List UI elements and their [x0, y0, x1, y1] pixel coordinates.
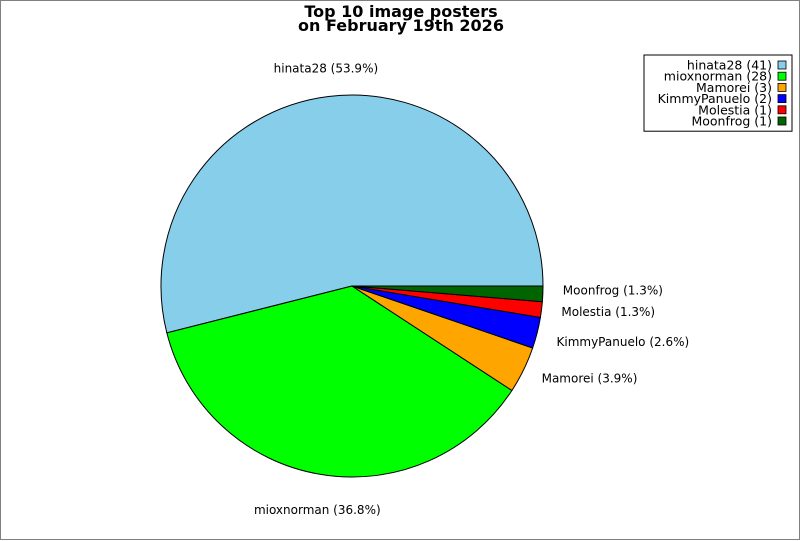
legend-swatch-mioxnorman	[777, 71, 787, 81]
pie-slice-moonfrog	[351, 285, 544, 303]
legend-entry-hinata28: hinata28 (41)	[687, 58, 772, 73]
slice-label-mioxnorman: mioxnorman (36.8%)	[254, 503, 381, 517]
chart-title-line-1: Top 10 image posters	[304, 2, 497, 21]
slice-label-mamorei: Mamorei (3.9%)	[542, 372, 638, 386]
legend-swatch-molestia	[777, 105, 787, 115]
legend-swatch-hinata28	[777, 60, 787, 70]
legend-swatch-mamorei	[777, 83, 787, 92]
legend-entry-kimmypanuelo: KimmyPanuelo (2)	[658, 91, 772, 106]
legend-entry-molestia: Molestia (1)	[698, 102, 772, 117]
slice-label-molestia: Molestia (1.3%)	[561, 305, 655, 319]
slice-label-kimmypanuelo: KimmyPanuelo (2.6%)	[557, 335, 690, 349]
legend-box	[643, 54, 793, 132]
pie-slice-labels: hinata28 (53.9%) mioxnorman (36.8%) Mamore…	[254, 62, 689, 517]
pie-slice-hinata28	[160, 94, 544, 334]
chart-title-line-2: on February 19th 2026	[298, 16, 504, 35]
legend-entry-moonfrog: Moonfrog (1)	[691, 114, 772, 129]
slice-label-moonfrog: Moonfrog (1.3%)	[563, 284, 663, 298]
pie-slice-mioxnorman	[166, 285, 513, 478]
legend-entry-mamorei: Mamorei (3)	[696, 80, 772, 95]
pie-slices	[160, 94, 544, 478]
legend-entry-mioxnorman: mioxnorman (28)	[664, 69, 772, 84]
legend-swatch-kimmypanuelo	[777, 94, 787, 103]
legend-swatch-moonfrog	[777, 116, 787, 126]
legend: hinata28 (41)mioxnorman (28)Mamorei (3)K…	[643, 54, 793, 132]
slice-label-hinata28: hinata28 (53.9%)	[274, 62, 379, 76]
